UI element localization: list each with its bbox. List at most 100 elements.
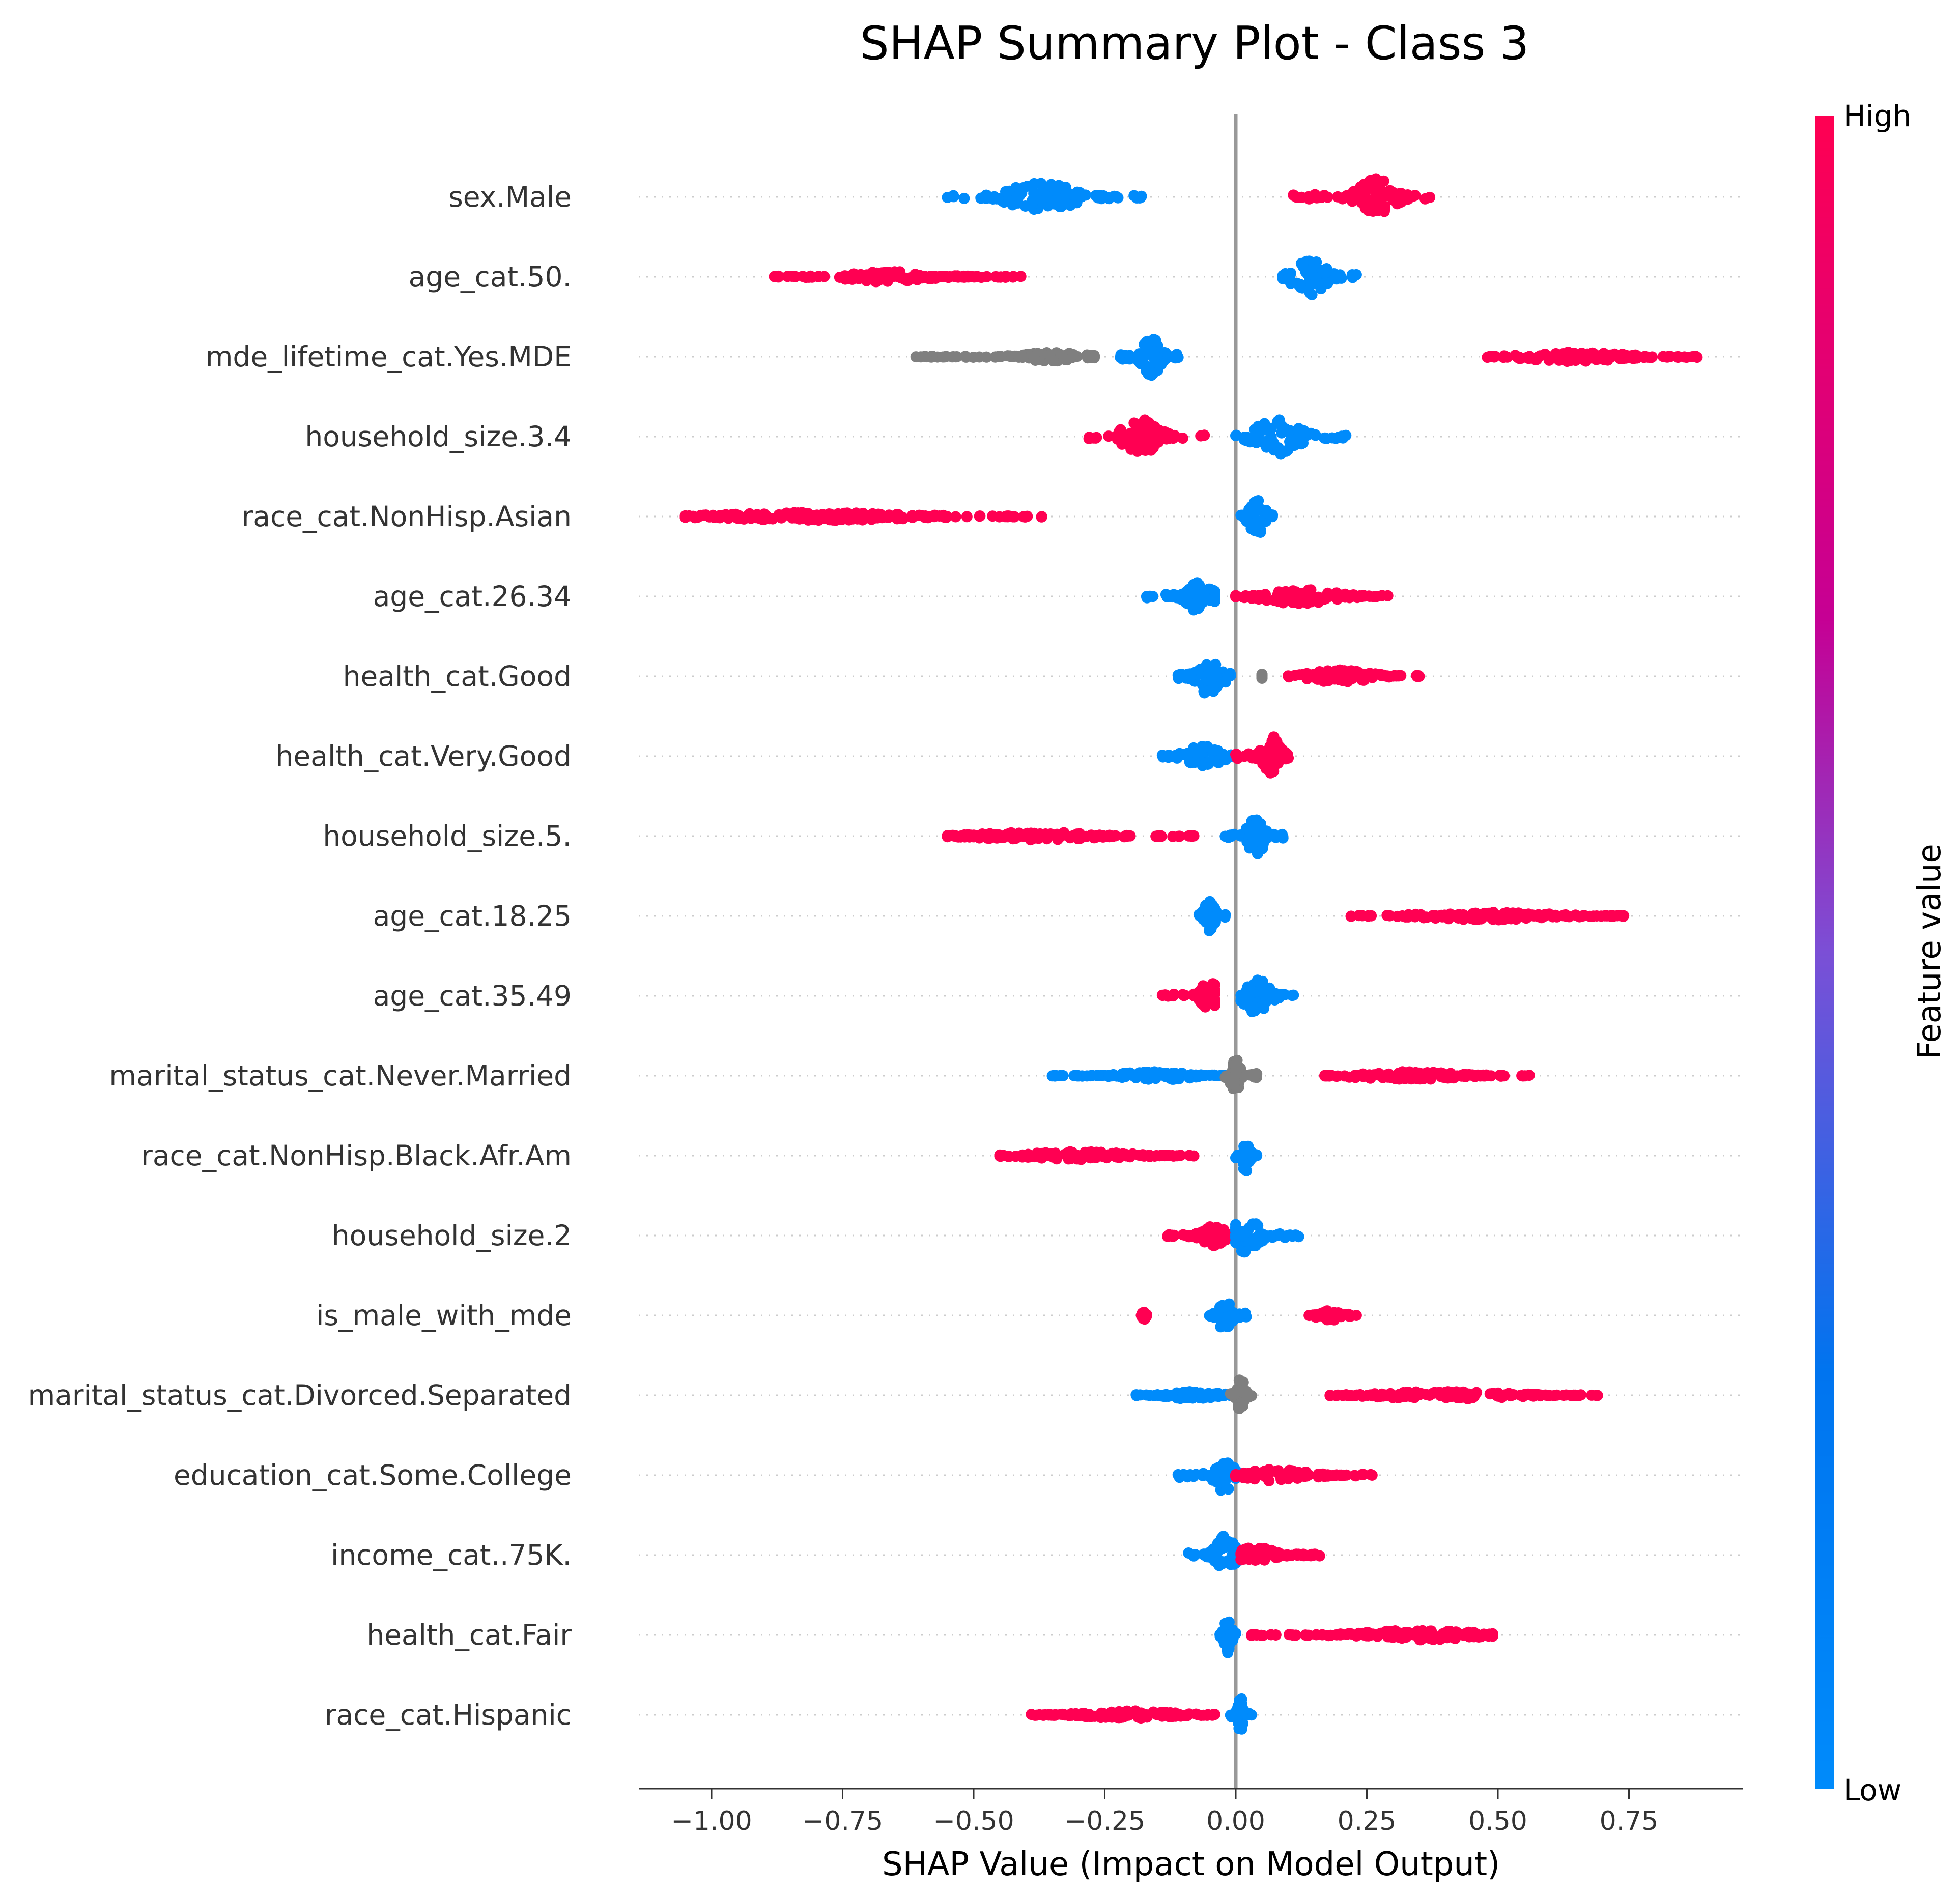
shap-point (704, 511, 716, 523)
feature-row-points (1046, 1054, 1535, 1095)
shap-point (1125, 434, 1137, 445)
shap-point (1166, 1068, 1177, 1079)
shap-point (1141, 365, 1152, 377)
shap-point (1338, 1469, 1350, 1481)
shap-point (1180, 1230, 1192, 1242)
shap-point (1205, 594, 1216, 606)
shap-point (1551, 1389, 1563, 1401)
shap-point (1487, 1628, 1498, 1640)
shap-point (1269, 831, 1281, 843)
shap-point (1041, 190, 1053, 202)
shap-point (974, 510, 985, 522)
shap-point (1003, 510, 1014, 522)
shap-point (1044, 349, 1056, 361)
shap-point (1356, 910, 1368, 922)
shap-point (1067, 349, 1079, 360)
shap-point (1257, 1467, 1269, 1479)
shap-point (773, 271, 784, 282)
feature-label: race_cat.Hispanic (325, 1699, 572, 1731)
shap-point (1191, 746, 1203, 758)
shap-point (1110, 1151, 1122, 1163)
shap-point (1646, 351, 1658, 363)
shap-point (1105, 1070, 1117, 1082)
shap-point (1274, 754, 1286, 765)
shap-point (776, 512, 787, 524)
shap-point (1520, 912, 1532, 924)
shap-point (786, 271, 798, 282)
shap-point (1297, 258, 1309, 270)
shap-point (1376, 670, 1387, 681)
feature-row-points (1130, 1374, 1603, 1414)
shap-point (1173, 830, 1184, 842)
shap-point (948, 351, 959, 362)
shap-point (683, 510, 695, 522)
shap-point (1253, 593, 1264, 605)
shap-point (1249, 986, 1261, 998)
shap-point (1516, 1070, 1528, 1081)
shap-point (1166, 1390, 1178, 1401)
shap-point (1316, 1629, 1328, 1641)
shap-point (718, 510, 729, 522)
shap-point (1091, 1070, 1102, 1081)
shap-point (1046, 1150, 1058, 1161)
feature-label: age_cat.18.25 (373, 900, 572, 932)
shap-point (1364, 591, 1376, 602)
feature-label: race_cat.NonHisp.Asian (242, 500, 572, 533)
shap-point (1456, 1070, 1468, 1082)
shap-point (1392, 1390, 1404, 1402)
shap-point (1305, 596, 1317, 608)
shap-point (1180, 586, 1192, 598)
shap-point (1006, 828, 1017, 840)
x-tick-label: 0.25 (1338, 1806, 1397, 1836)
shap-point (1222, 1555, 1233, 1567)
shap-point (792, 507, 804, 519)
shap-point (1144, 590, 1156, 602)
shap-point (1262, 435, 1273, 446)
shap-point (1202, 1709, 1214, 1720)
shap-point (1307, 1310, 1319, 1321)
shap-point (1231, 752, 1243, 764)
shap-point (1153, 1390, 1165, 1401)
shap-point (1265, 1230, 1276, 1242)
shap-point (1273, 592, 1285, 604)
shap-point (1306, 289, 1318, 300)
shap-point (1140, 1309, 1152, 1320)
shap-point (1453, 909, 1465, 921)
row-guides (639, 196, 1743, 1716)
colorbar-low-label: Low (1843, 1773, 1901, 1807)
shap-point (939, 351, 950, 363)
shap-point (1333, 432, 1345, 443)
shap-point (1344, 1071, 1355, 1083)
shap-point (1513, 351, 1525, 363)
x-tick-label: 0.00 (1206, 1806, 1265, 1836)
feature-label: income_cat..75K. (331, 1539, 572, 1571)
shap-point (1327, 1311, 1339, 1323)
shap-point (1358, 674, 1370, 685)
shap-point (1190, 1708, 1202, 1720)
shap-point (842, 273, 854, 284)
shap-point (1000, 186, 1011, 197)
shap-point (961, 511, 973, 523)
shap-point (1121, 830, 1132, 842)
feature-label: age_cat.26.34 (373, 580, 572, 613)
shap-point (1145, 433, 1156, 444)
shap-point (943, 272, 954, 283)
shap-point (1149, 346, 1160, 357)
shap-point (1237, 1708, 1248, 1719)
shap-point (1112, 192, 1124, 204)
shap-point (1524, 352, 1536, 363)
shap-point (1297, 669, 1309, 680)
shap-point (1374, 1070, 1386, 1081)
shap-point (1216, 676, 1228, 688)
x-tick-label: 0.50 (1468, 1806, 1527, 1836)
shap-point (1138, 1067, 1150, 1078)
shap-point (1209, 979, 1220, 991)
feature-label: age_cat.35.49 (373, 980, 572, 1012)
shap-point (1347, 272, 1358, 283)
shap-point (1303, 191, 1314, 203)
shap-point (1449, 1388, 1461, 1399)
shap-point (1182, 748, 1194, 759)
shap-point (1221, 1483, 1233, 1495)
shap-point (1251, 1219, 1263, 1230)
feature-row-points (1162, 1218, 1304, 1258)
